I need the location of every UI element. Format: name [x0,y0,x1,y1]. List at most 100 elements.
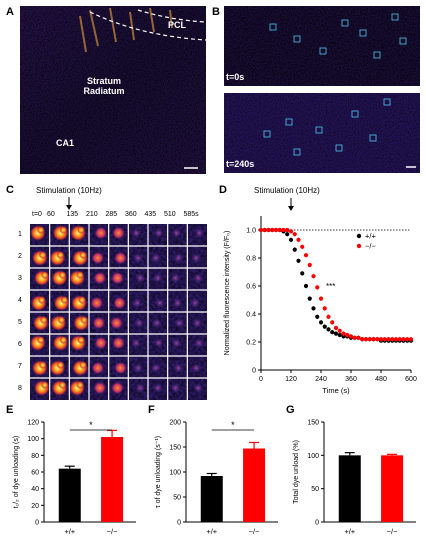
data-point [311,306,316,311]
montage-cell [128,268,148,290]
label-pcl: PCL [168,20,186,30]
y-axis-label: t₁/₂ of dye unloading (s) [13,436,20,508]
data-point [333,331,339,336]
panel-c-time-5: 435 [144,211,157,218]
label-stratum-radiatum: Stratum Radiatum [83,76,125,96]
y-axis-label: Normalized fluorescence intensity (F/F₀) [224,231,231,356]
y-tick-label: 0 [315,520,319,527]
montage-cell [187,290,207,312]
montage-cell [49,224,70,246]
micrograph-b-bottom-image [224,93,420,173]
data-point [408,337,414,342]
panel-letter-a: A [6,6,14,18]
data-point [348,334,354,339]
data-point [300,271,305,276]
montage-cell [128,378,148,400]
x-axis-label: Time (s) [322,386,350,395]
data-point [367,337,372,342]
data-point [292,232,297,237]
panel-c-time-start: t=0 [32,211,42,218]
montage-cell [148,334,168,356]
montage-cell [167,312,188,334]
y-tick-label: 0 [252,368,256,375]
montage-cell [29,334,50,356]
data-point [285,227,290,233]
x-tick-label: 120 [285,376,297,383]
panel-c-time-7: 585s [183,211,199,218]
y-tick-label: 150 [307,420,319,427]
montage-cell [148,246,168,268]
montage-cell [148,378,168,400]
data-point [330,330,335,335]
montage-cell [187,268,207,290]
montage-cell [30,378,50,400]
montage-cell [89,356,109,378]
panel-c-row-label-5: 5 [18,319,22,326]
data-point [352,335,357,340]
montage-cell [108,290,129,312]
data-point [333,325,339,331]
data-point [322,306,327,311]
data-point [270,227,275,233]
y-tick-label: 20 [31,503,39,510]
data-point [390,337,395,342]
y-tick-label: 100 [169,470,181,477]
panel-c-montage [29,224,207,400]
panel-letter-b: B [212,6,220,18]
panel-letter-f: F [148,404,155,416]
bar-ko [381,455,404,522]
panel-c-row-label-4: 4 [18,297,22,304]
montage-cell [30,268,50,290]
panel-letter-d: D [219,184,227,196]
panel-c-time-6: 510 [164,211,176,218]
x-tick-label: 240 [315,376,327,383]
data-point [315,285,320,290]
montage-cell [69,290,89,312]
montage-cell [49,378,70,400]
micrograph-a-image [20,6,206,174]
montage-cell [128,334,148,356]
montage-cell [108,378,129,400]
chart-e: 0 20 40 60 80 100 120 t₁/₂ of dye unloading (s)… [13,420,136,536]
y-tick-label: 50 [173,495,181,502]
montage-cell [89,312,109,334]
panel-c-row-label-8: 8 [18,385,22,392]
montage-cell [187,246,207,268]
data-point [281,227,286,233]
significance-marker: * [89,420,93,430]
montage-cell [128,224,148,246]
montage-cell [108,224,129,246]
micrograph-a: PCL Stratum Radiatum CA1 [20,6,206,174]
montage-cell [30,290,50,312]
y-tick-label: 100 [27,436,39,443]
montage-cell [187,334,207,356]
data-point [337,328,342,333]
y-axis-label: Total dye unload (%) [293,440,300,504]
data-point [292,247,297,252]
chart-f: 0 50 100 150 200 τ of dye unloading (s⁻¹) +/+ −… [155,420,278,536]
bar-ko [101,437,124,522]
montage-cell [30,312,50,334]
data-point [405,337,410,342]
significance-marker: * [231,420,235,430]
montage-cell [187,356,207,378]
chart-g: 0 50 100 150 Total dye unload (%) +/+ −/− [293,420,416,536]
panel-c-time-3: 285 [105,211,118,218]
data-point [382,337,387,342]
montage-cell [167,290,188,312]
data-point [258,227,264,233]
panel-c-time-0: 60 [47,211,55,218]
montage-cell [108,268,129,290]
montage-cell [167,246,188,268]
montage-cell [69,378,89,400]
y-tick-label: 0 [177,520,181,527]
data-point [262,227,267,233]
y-tick-label: 0.6 [246,284,256,291]
montage-cell [187,378,207,400]
category-label: +/+ [64,527,75,536]
montage-cell [69,356,89,378]
y-tick-label: 60 [31,470,39,477]
montage-cell [89,334,109,356]
data-point [386,337,391,342]
montage-cell [69,224,89,246]
